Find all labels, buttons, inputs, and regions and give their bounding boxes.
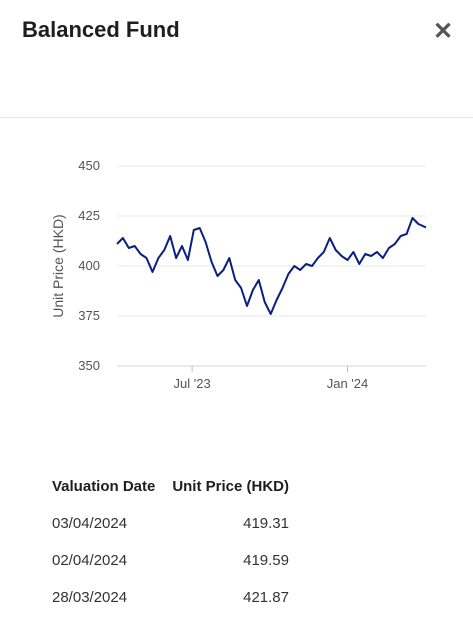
table-row: 03/04/2024 419.31 [52, 515, 312, 537]
y-axis-label: Unit Price (HKD) [50, 214, 66, 317]
row-price: 419.31 [243, 515, 289, 532]
close-icon[interactable]: ✕ [432, 17, 454, 45]
y-tick-label: 450 [78, 158, 100, 173]
y-tick-label: 400 [78, 258, 100, 273]
table-header: Valuation Date Unit Price (HKD) [52, 478, 312, 500]
row-date: 03/04/2024 [52, 515, 128, 532]
table-row: 28/03/2024 421.87 [52, 589, 312, 611]
price-chart-svg: 350 375 400 425 450 Jul '23 Jan '24 Unit Price … [50, 158, 427, 391]
dialog-header: Balanced Fund ✕ [0, 0, 473, 118]
x-tick-label: Jan '24 [327, 376, 369, 391]
row-price: 419.59 [243, 552, 289, 569]
row-date: 02/04/2024 [52, 552, 128, 569]
table-row: 02/04/2024 419.59 [52, 552, 312, 574]
header-valuation-date: Valuation Date [52, 478, 156, 495]
y-tick-label: 375 [78, 308, 100, 323]
row-price: 421.87 [243, 589, 289, 606]
header-unit-price: Unit Price (HKD) [172, 478, 289, 495]
x-tick-label: Jul '23 [174, 376, 211, 391]
dialog-title: Balanced Fund [22, 17, 180, 42]
row-date: 28/03/2024 [52, 589, 128, 606]
y-tick-label: 425 [78, 208, 100, 223]
y-tick-label: 350 [78, 358, 100, 373]
price-series-line [116, 217, 427, 315]
price-chart: 350 375 400 425 450 Jul '23 Jan '24 Unit Price … [0, 118, 473, 418]
price-table: Valuation Date Unit Price (HKD) 03/04/20… [52, 478, 312, 611]
